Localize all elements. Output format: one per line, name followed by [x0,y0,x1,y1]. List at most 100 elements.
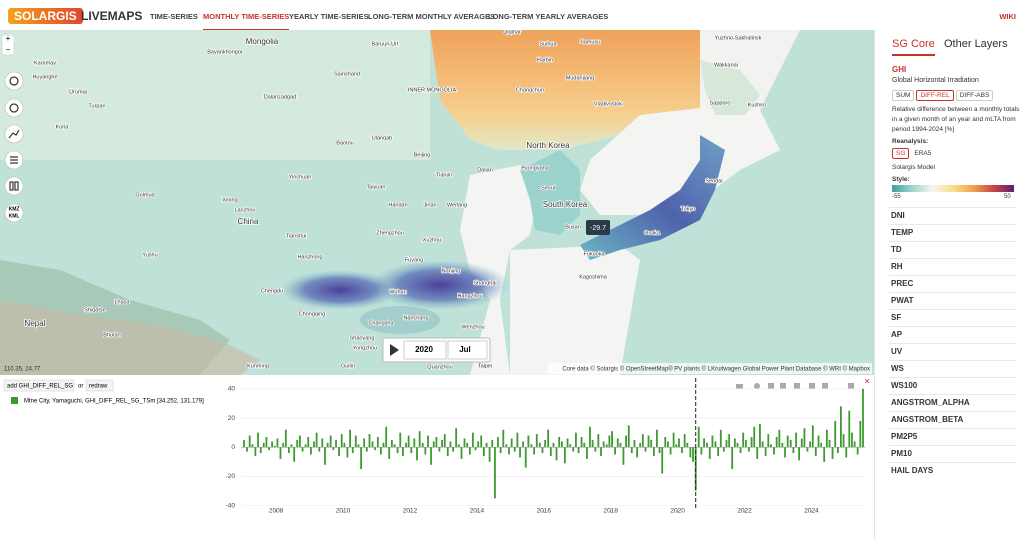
variable-item[interactable]: WS [891,364,904,373]
bar [600,447,602,456]
bar [717,447,720,456]
bar [681,447,683,454]
bar [566,438,569,448]
variable-item[interactable]: PM2P5 [891,432,918,441]
compare-button[interactable] [4,176,24,196]
bar [809,441,812,448]
kmz-button[interactable] [4,203,24,223]
map-label: Beijing [414,152,431,158]
year-select[interactable]: 2020 [415,345,433,354]
nav-item[interactable]: LONG-TERM YEARLY AVERAGES [488,12,609,21]
variable-item[interactable]: WS100 [891,381,918,390]
bar [811,425,814,448]
variable-item[interactable]: ANGSTROM_BETA [891,415,964,424]
bar [273,445,276,448]
map-label: Ulanqab [372,135,393,141]
close-button[interactable]: × [864,377,870,388]
bar [304,444,307,448]
nav-item[interactable]: TIME-SERIES [150,12,198,21]
logo[interactable]: SOLARGIS [8,8,83,24]
tab[interactable]: Other Layers [944,38,1008,50]
bar [351,447,354,454]
bar [834,420,837,448]
play-button[interactable] [390,344,399,356]
info-button[interactable] [4,98,24,118]
bar [853,441,856,448]
bar [468,447,471,455]
zoom-in[interactable]: + [6,34,11,43]
legend-entry[interactable]: Mtne City, Yamaguchi, GHI_DIFF_REL_SG_TS… [24,399,204,405]
tab[interactable]: SG Core [892,38,935,56]
separator [889,428,1017,429]
mode-button[interactable]: DIFF-REL [916,90,954,101]
variable-item[interactable]: UV [891,347,903,356]
source-button[interactable]: SG [892,148,910,159]
map-label: Qiqihar [503,30,521,35]
layer-description: Relative difference between a monthly to… [892,106,1020,133]
bar [449,441,452,448]
nav-item[interactable]: LONG-TERM MONTHLY AVERAGES [368,12,496,21]
cursor-coords: 110.35, 24.77 [4,367,41,373]
bar [505,444,508,448]
variable-item[interactable]: PM10 [891,449,912,458]
bar [703,438,705,448]
variable-item[interactable]: AP [891,330,903,339]
bar [616,438,619,448]
bar [324,447,326,465]
bar [636,447,639,458]
bar [608,435,611,448]
nav-item[interactable]: YEARLY TIME-SERIES [289,12,369,21]
mode-button[interactable]: DIFF-ABS [955,90,994,101]
map-label: Mudanjiang [566,75,594,81]
bar [246,447,248,452]
bar [625,435,628,448]
bar [407,435,410,448]
variable-item[interactable]: TEMP [891,228,914,237]
variable-item[interactable]: RH [891,262,903,271]
bar [689,447,692,458]
bar [538,442,541,448]
map-label: Tokyo [681,206,695,212]
nav-item[interactable]: MONTHLY TIME-SERIES [203,12,290,31]
bar [390,439,393,448]
zoom-out[interactable]: − [6,45,11,54]
bar [750,437,753,448]
bar [845,447,848,458]
map-label: Fukuoka [583,251,605,257]
bar [527,435,530,448]
bar [840,406,842,448]
bar [781,442,784,448]
wiki-link[interactable]: WIKI [999,12,1016,21]
add-button[interactable]: add GHI_DIFF_REL_SG [7,384,73,390]
bar [547,429,550,448]
variable-item[interactable]: TD [891,245,902,254]
tool-button[interactable] [4,71,24,91]
bar [614,447,616,455]
bar [800,438,803,448]
bar [795,432,797,448]
bar [667,441,669,448]
variable-item[interactable]: PREC [891,279,914,288]
mode-button[interactable]: SUM [892,90,915,101]
bar [329,435,332,448]
bar [268,447,271,451]
bar [332,447,335,451]
bar [541,447,544,454]
variable-item[interactable]: ANGSTROM_ALPHA [891,398,970,407]
bar [708,447,711,459]
source-button[interactable]: ERA5 [914,150,932,157]
bar [254,447,257,456]
bar [340,434,343,448]
bar [494,447,496,499]
bar [605,444,608,448]
variable-item[interactable]: PWAT [891,296,914,305]
variable-item[interactable]: HAIL DAYS [891,466,934,475]
month-select[interactable]: Jul [459,345,471,354]
variable-item[interactable]: SF [891,313,902,322]
redraw-button[interactable]: redraw [89,384,108,390]
bar [842,434,845,448]
bar [792,447,795,454]
variable-item[interactable]: DNI [891,211,905,220]
bar [560,441,563,448]
